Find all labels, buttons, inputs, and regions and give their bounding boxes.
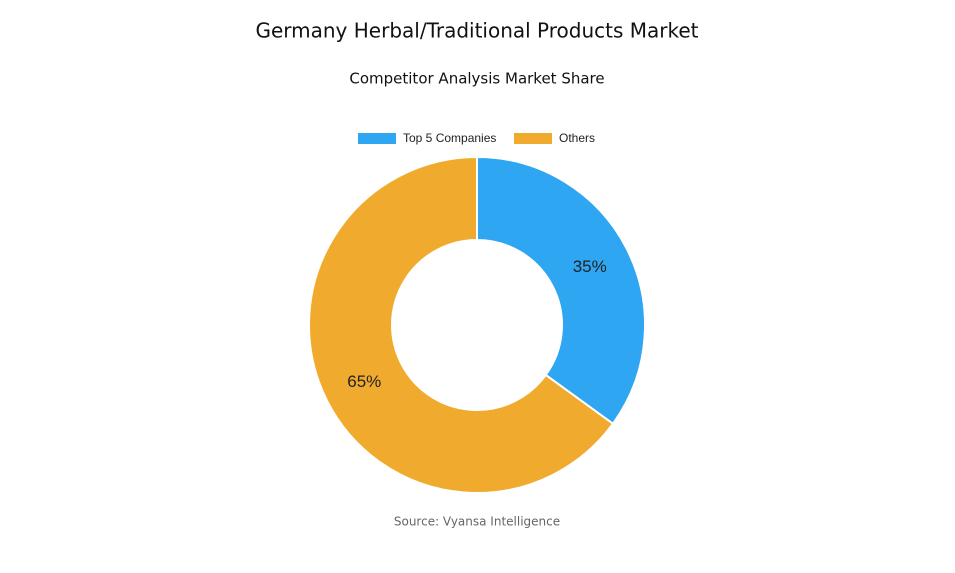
donut-slice	[308, 155, 615, 494]
legend-label: Others	[559, 131, 595, 145]
data-label: 35%	[573, 257, 607, 276]
legend-label: Top 5 Companies	[403, 131, 496, 145]
data-label: 65%	[347, 372, 381, 391]
legend-swatch	[514, 133, 552, 144]
chart-title: Germany Herbal/Traditional Products Mark…	[255, 19, 698, 43]
chart-subtitle: Competitor Analysis Market Share	[349, 70, 604, 88]
donut-slice	[476, 155, 646, 426]
legend-swatch	[358, 133, 396, 144]
source: Source: Vyansa Intelligence	[394, 515, 560, 529]
